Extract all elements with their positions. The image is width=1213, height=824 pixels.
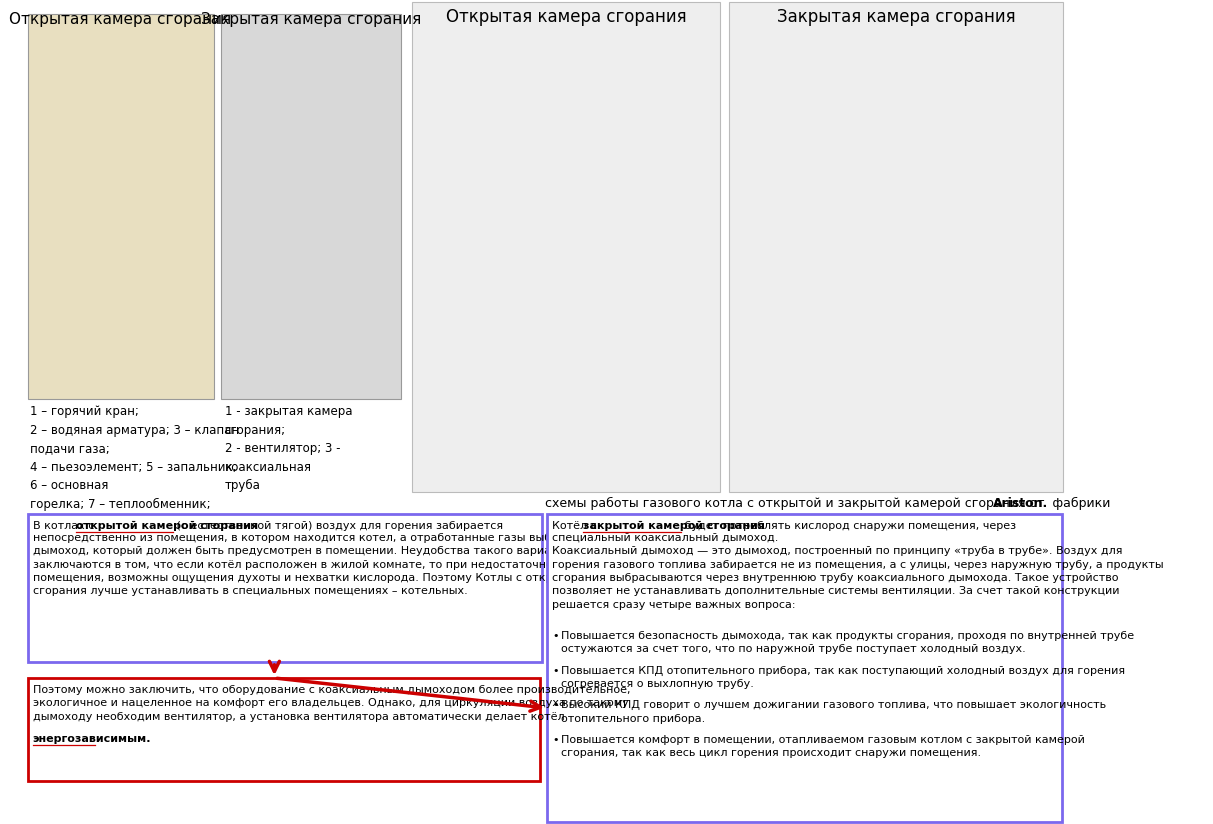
Text: Повышается КПД отопительного прибора, так как поступающий холодный воздух для го: Повышается КПД отопительного прибора, та… xyxy=(560,666,1124,689)
Text: Открытая камера сгорания: Открытая камера сгорания xyxy=(8,12,232,27)
FancyBboxPatch shape xyxy=(547,514,1063,822)
FancyBboxPatch shape xyxy=(28,678,540,781)
Text: •: • xyxy=(552,631,559,641)
FancyBboxPatch shape xyxy=(28,14,213,399)
Text: закрытой камерой сгорания: закрытой камерой сгорания xyxy=(583,521,765,531)
FancyBboxPatch shape xyxy=(411,2,721,492)
Text: энергозависимым.: энергозависимым. xyxy=(33,734,152,744)
Text: Повышается безопасность дымохода, так как продукты сгорания, проходя по внутренн: Повышается безопасность дымохода, так ка… xyxy=(560,631,1134,654)
Text: Закрытая камера сгорания: Закрытая камера сгорания xyxy=(776,8,1015,26)
Text: •: • xyxy=(552,700,559,710)
FancyBboxPatch shape xyxy=(28,514,542,662)
Text: Высокий КПД говорит о лучшем дожигании газового топлива, что повышает экологично: Высокий КПД говорит о лучшем дожигании г… xyxy=(560,700,1106,723)
Text: будет потреблять кислород снаружи помещения, через: будет потреблять кислород снаружи помеще… xyxy=(680,521,1016,531)
Text: •: • xyxy=(552,735,559,745)
FancyBboxPatch shape xyxy=(221,14,402,399)
Text: специальный коаксиальный дымоход.
Коаксиальный дымоход — это дымоход, построенны: специальный коаксиальный дымоход. Коакси… xyxy=(552,533,1163,610)
Text: схемы работы газового котла с открытой и закрытой камерой сгорания от  фабрики: схемы работы газового котла с открытой и… xyxy=(546,497,1115,510)
Text: Закрытая камера сгорания: Закрытая камера сгорания xyxy=(201,12,421,27)
Text: непосредственно из помещения, в котором находится котел, а отработанные газы выб: непосредственно из помещения, в котором … xyxy=(33,533,634,597)
Text: Открытая камера сгорания: Открытая камера сгорания xyxy=(445,8,687,26)
Text: (с естественной тягой) воздух для горения забирается: (с естественной тягой) воздух для горени… xyxy=(173,521,503,531)
Text: Повышается комфорт в помещении, отапливаемом газовым котлом с закрытой камерой
с: Повышается комфорт в помещении, отаплива… xyxy=(560,735,1084,758)
FancyBboxPatch shape xyxy=(729,2,1063,492)
Text: Ariston.: Ariston. xyxy=(992,497,1048,510)
Text: открытой камерой сгорания: открытой камерой сгорания xyxy=(75,521,257,531)
Text: •: • xyxy=(552,666,559,676)
Text: В котлах с: В котлах с xyxy=(33,521,97,531)
Text: 1 – горячий кран;
2 – водяная арматура; 3 – клапан
подачи газа;
4 – пьезоэлемент: 1 – горячий кран; 2 – водяная арматура; … xyxy=(30,405,239,529)
Text: Поэтому можно заключить, что оборудование с коаксиальным дымоходом более произво: Поэтому можно заключить, что оборудовани… xyxy=(33,685,631,722)
Text: 1 - закрытая камера
сгорания;
2 - вентилятор; 3 -
коаксиальная
труба: 1 - закрытая камера сгорания; 2 - вентил… xyxy=(224,405,352,492)
Text: Котёл с: Котёл с xyxy=(552,521,600,531)
